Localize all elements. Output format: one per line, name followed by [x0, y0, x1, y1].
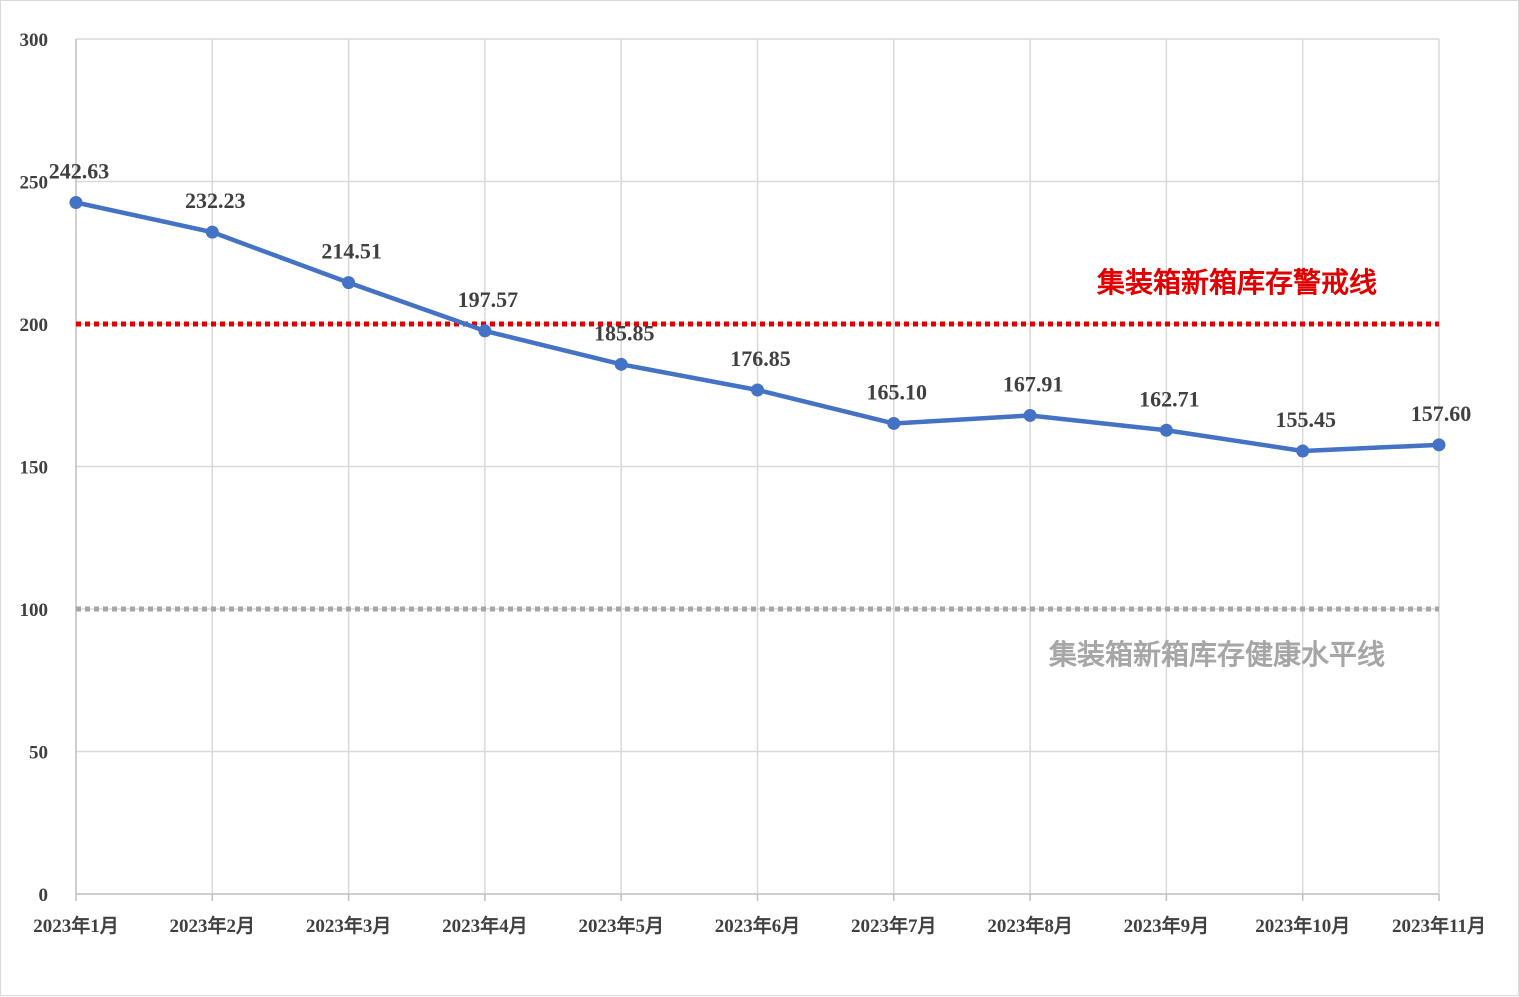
y-tick-label: 50: [29, 743, 48, 764]
axes: 0 50 100 150 200 250 300 2023年1月 2023年2月 2023年3月 2…: [20, 30, 1486, 937]
x-tick-label: 2023年4月: [442, 914, 528, 937]
data-point: [342, 276, 356, 290]
x-tick-label: 2023年5月: [578, 914, 664, 937]
data-label: 176.85: [730, 346, 791, 371]
x-tick-label: 2023年6月: [715, 914, 801, 937]
y-tick-label: 200: [20, 315, 49, 336]
data-label: 167.91: [1003, 371, 1064, 396]
x-tick-label: 2023年9月: [1124, 914, 1210, 937]
data-label: 232.23: [185, 188, 246, 213]
data-point: [887, 416, 901, 430]
data-point: [614, 357, 628, 371]
x-tick-label: 2023年1月: [33, 914, 119, 937]
y-tick-label: 150: [20, 458, 49, 479]
data-labels: 242.63 232.23 214.51 197.57 185.85 176.85 165.…: [49, 159, 1472, 432]
y-tick-label: 0: [39, 885, 49, 906]
data-label: 242.63: [49, 159, 110, 184]
data-point: [1432, 438, 1446, 452]
x-tick-label: 2023年7月: [851, 914, 937, 937]
y-tick-label: 100: [20, 600, 49, 621]
data-label: 214.51: [321, 239, 382, 264]
x-tick-label: 2023年10月: [1255, 914, 1350, 937]
data-label: 185.85: [594, 320, 655, 345]
data-point: [69, 196, 83, 210]
data-point: [1159, 423, 1173, 437]
data-point: [1296, 444, 1310, 458]
x-tick-label: 2023年2月: [170, 914, 256, 937]
data-label: 197.57: [458, 287, 519, 312]
warning-line-label: 集装箱新箱库存警戒线: [1096, 266, 1377, 299]
data-label: 155.45: [1275, 407, 1336, 432]
x-tick-label: 2023年11月: [1392, 914, 1486, 937]
y-tick-label: 250: [20, 173, 49, 194]
x-tick-label: 2023年8月: [987, 914, 1073, 937]
data-point: [751, 383, 764, 397]
data-point: [205, 225, 219, 239]
data-label: 157.60: [1411, 401, 1472, 426]
y-tick-label: 300: [20, 30, 49, 51]
data-point: [478, 324, 492, 338]
x-tick-label: 2023年3月: [306, 914, 392, 937]
data-label: 165.10: [867, 379, 928, 404]
gridlines: [76, 38, 1440, 894]
series: [69, 196, 1446, 458]
data-label: 162.71: [1139, 386, 1200, 411]
healthy-line-label: 集装箱新箱库存健康水平线: [1048, 638, 1385, 671]
data-point: [1023, 408, 1037, 422]
